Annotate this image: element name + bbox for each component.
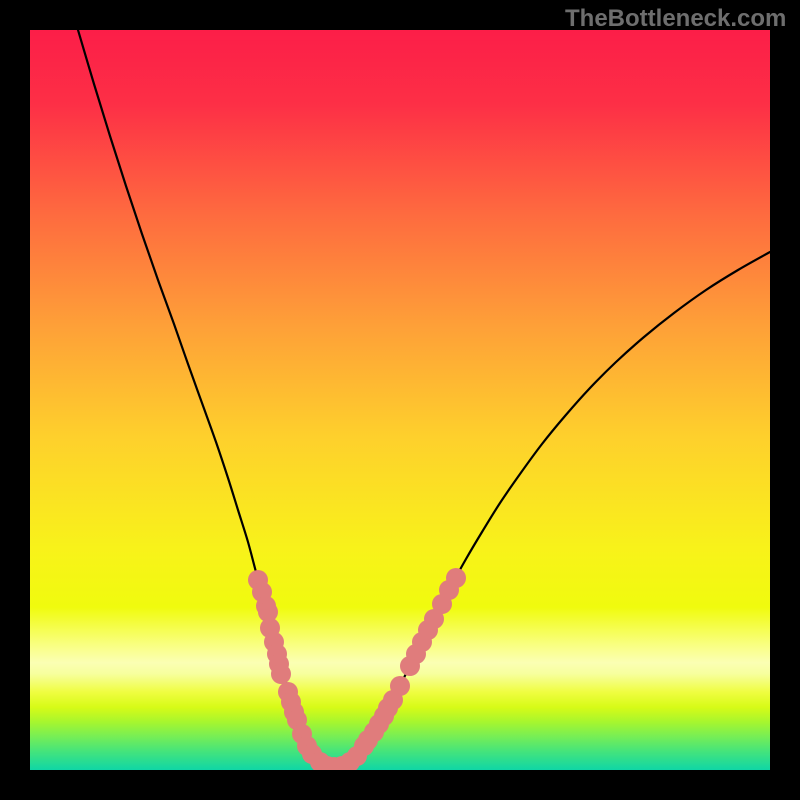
marker-layer: [248, 568, 466, 770]
bottleneck-curve: [30, 30, 770, 770]
watermark-label: TheBottleneck.com: [565, 5, 786, 33]
curve-marker: [390, 676, 410, 696]
curve-marker: [271, 664, 291, 684]
curve-marker: [446, 568, 466, 588]
chart-canvas: TheBottleneck.com: [0, 0, 800, 800]
plot-area: [30, 30, 770, 770]
